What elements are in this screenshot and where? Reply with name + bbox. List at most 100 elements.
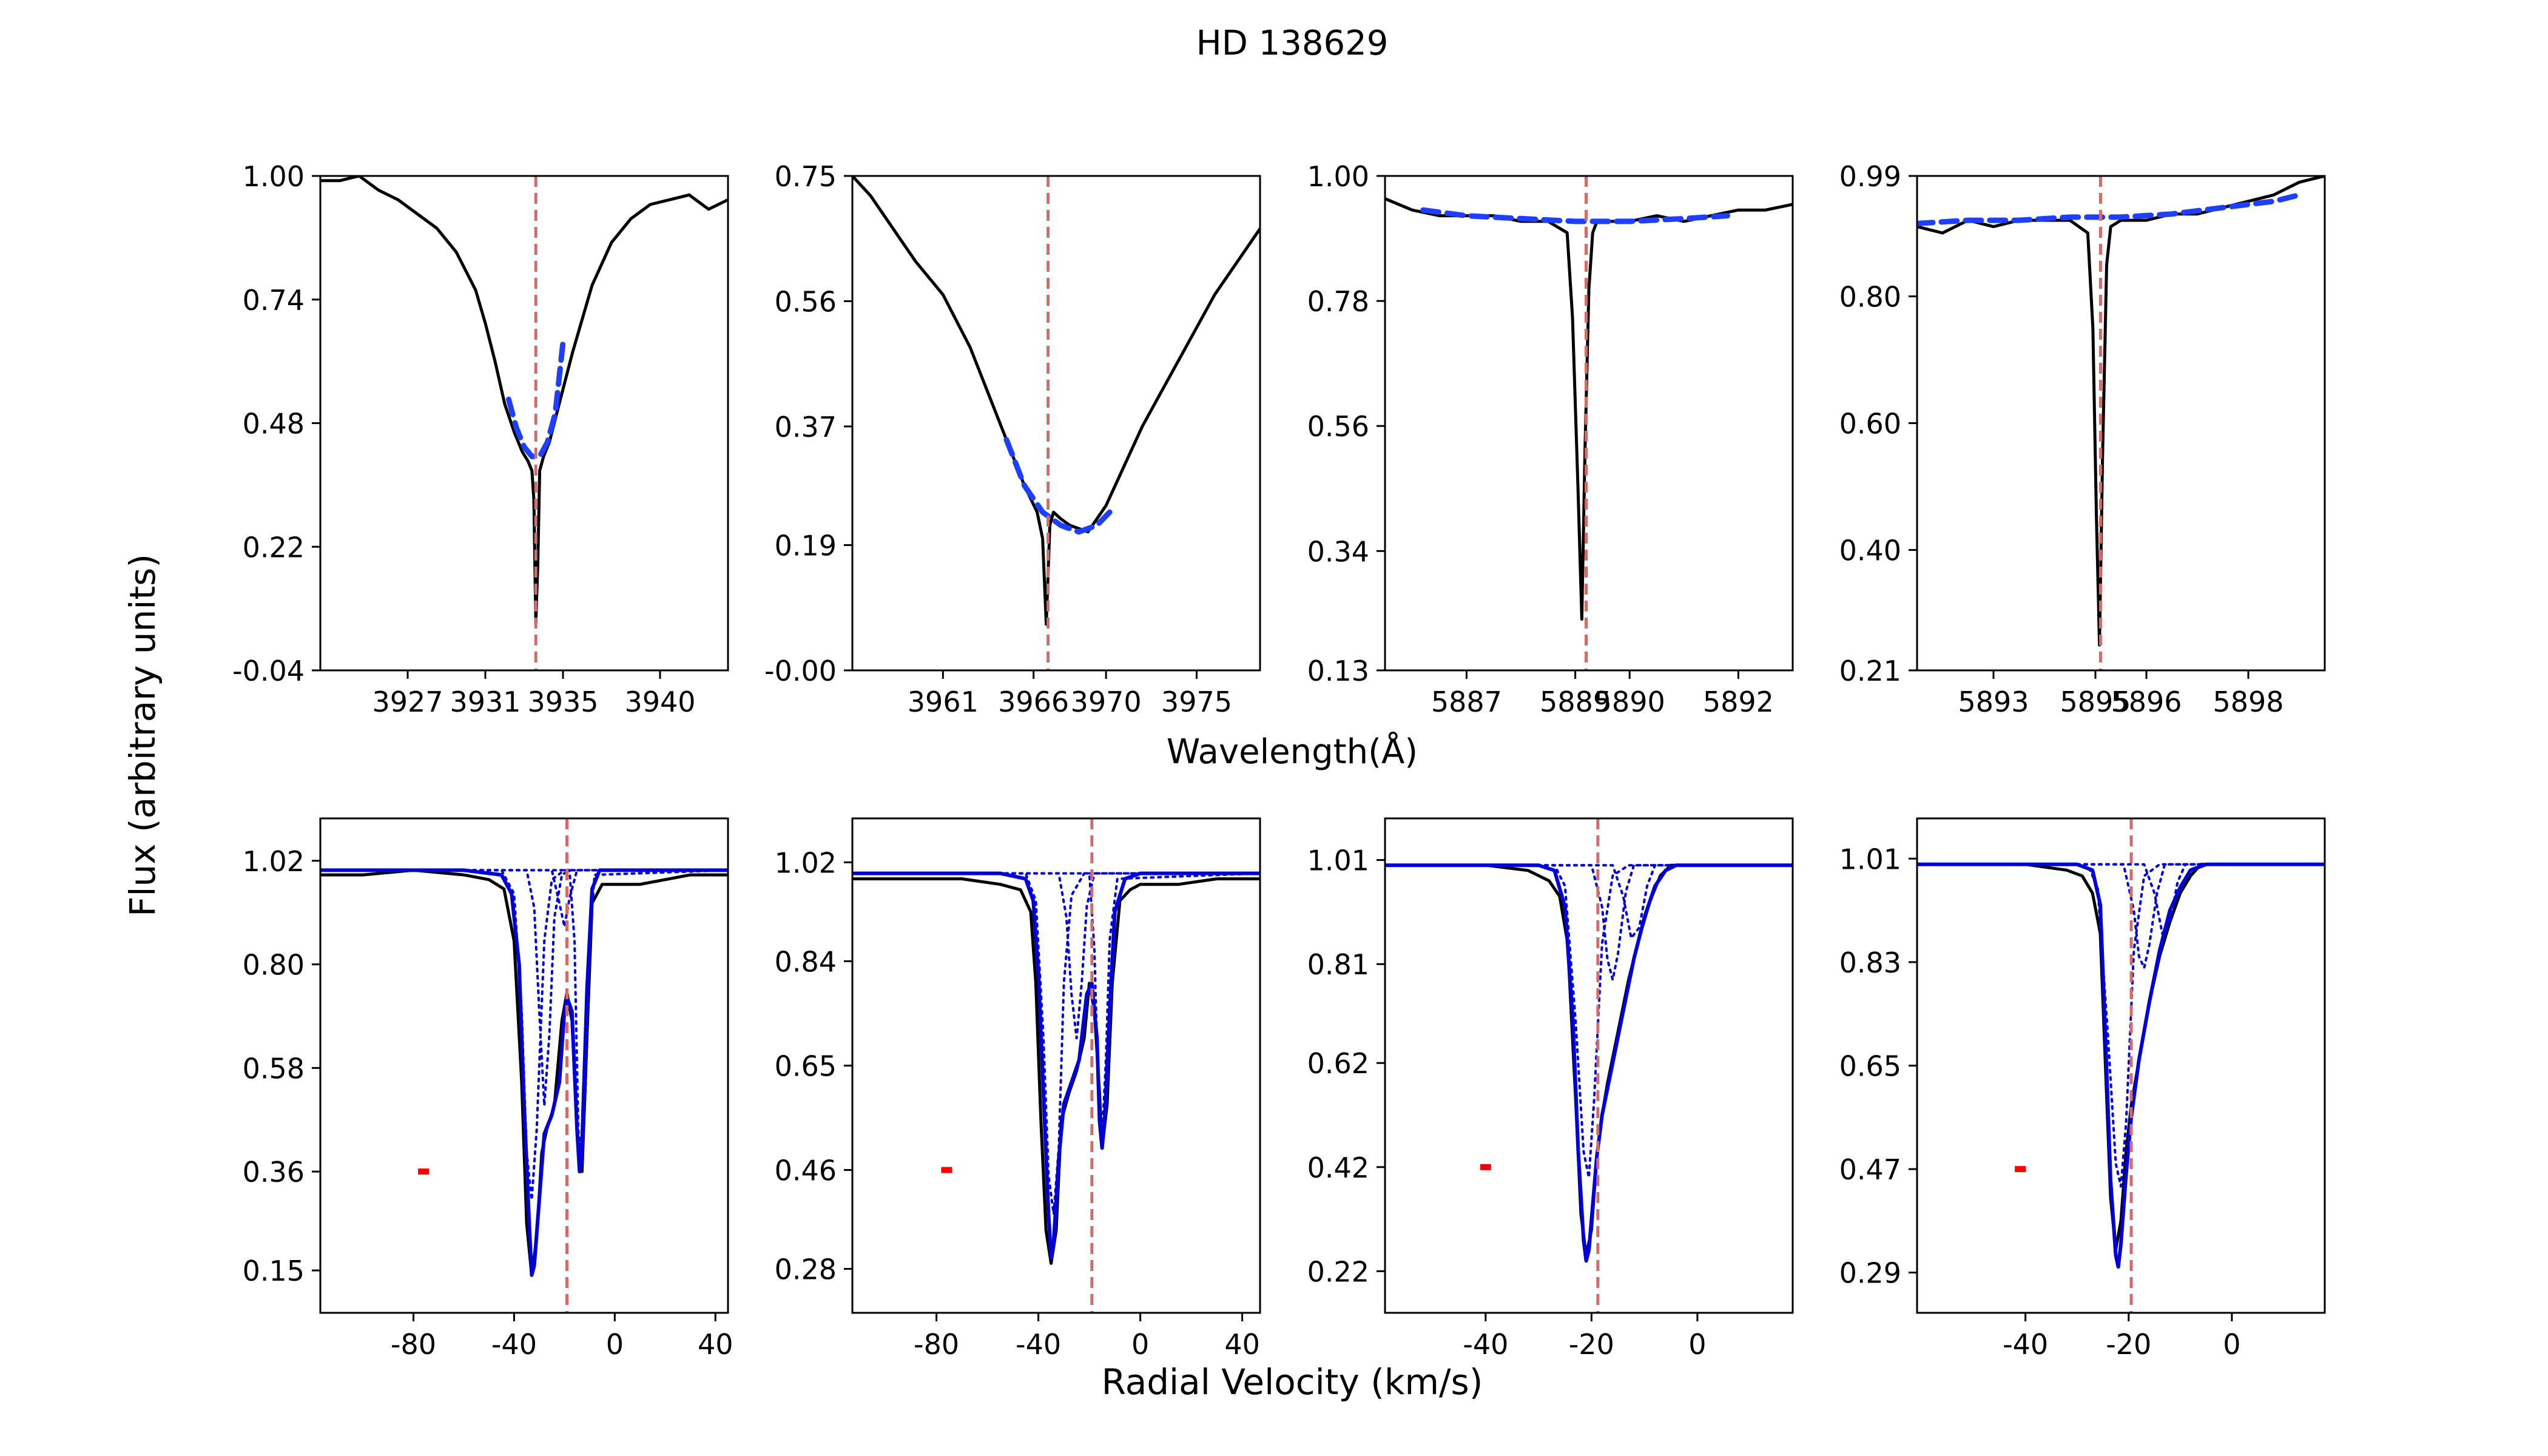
x-tick-label: 3935 bbox=[527, 686, 598, 718]
plot-area bbox=[320, 176, 728, 670]
bottom-xlabel: Radial Velocity (km/s) bbox=[1102, 1361, 1483, 1403]
y-tick-label: 0.22 bbox=[1307, 1255, 1369, 1288]
series-model bbox=[1385, 863, 1793, 1263]
y-tick-label: 0.56 bbox=[1307, 410, 1369, 443]
y-tick-label: 0.13 bbox=[1307, 655, 1369, 687]
y-tick-label: 1.00 bbox=[243, 160, 305, 193]
x-tick-label: 5896 bbox=[2111, 686, 2182, 718]
series-component-2 bbox=[852, 872, 1260, 1040]
x-tick-label: 5890 bbox=[1594, 686, 1665, 718]
y-tick-label: 1.02 bbox=[243, 845, 305, 878]
x-tick-label: 5895 bbox=[2060, 686, 2131, 718]
x-tick-label: 5898 bbox=[2213, 686, 2283, 718]
y-tick-label: 0.36 bbox=[243, 1156, 305, 1188]
y-tick-label: 0.22 bbox=[243, 531, 305, 564]
axes-frame bbox=[851, 175, 1261, 672]
series-observed bbox=[1385, 863, 1793, 1258]
x-tick-label: 3927 bbox=[372, 686, 443, 718]
y-tick-label: 0.34 bbox=[1307, 535, 1369, 568]
y-tick-label: 0.29 bbox=[1839, 1257, 1901, 1290]
series-component-1 bbox=[320, 869, 728, 1201]
series-continuum-fit bbox=[1917, 192, 2302, 226]
plot-area bbox=[1917, 176, 2325, 670]
red-marker bbox=[418, 1168, 430, 1175]
series-component-2 bbox=[1385, 864, 1793, 981]
y-tick-label: 0.46 bbox=[775, 1154, 837, 1187]
plot-area bbox=[852, 818, 1260, 1313]
plot-area bbox=[1385, 176, 1793, 670]
y-tick-label: 0.75 bbox=[775, 160, 837, 193]
axes-frame bbox=[1916, 175, 2326, 672]
series-component-1 bbox=[1385, 864, 1793, 1179]
x-tick-label: 5893 bbox=[1958, 686, 2029, 718]
y-tick-label: -0.04 bbox=[232, 655, 305, 687]
figure-ylabel: Flux (arbitrary units) bbox=[122, 554, 163, 917]
panel-bottom-2: 0.28 0.46 0.65 0.84 1.02 -80 -40 0 40 bbox=[775, 817, 1261, 1361]
figure-title: HD 138629 bbox=[1196, 24, 1389, 63]
x-tick-label: 3931 bbox=[450, 686, 521, 718]
x-tick-label: 0 bbox=[606, 1328, 624, 1361]
y-tick-label: 0.28 bbox=[775, 1253, 837, 1286]
x-tick-label: 0 bbox=[1688, 1328, 1706, 1361]
axes-frame bbox=[1384, 175, 1794, 672]
x-tick-label: 0 bbox=[2223, 1328, 2240, 1361]
y-tick-label: 0.47 bbox=[1839, 1153, 1901, 1186]
panel-top-2: -0.00 0.19 0.37 0.56 0.75 3961 3966 3970 3975 bbox=[764, 160, 1261, 718]
series-model bbox=[320, 868, 728, 1277]
series-observed bbox=[1917, 176, 2325, 647]
x-tick-label: -40 bbox=[1016, 1328, 1061, 1361]
x-tick-label: 3975 bbox=[1161, 686, 1232, 718]
x-tick-label: -40 bbox=[491, 1328, 537, 1361]
series-component-3 bbox=[852, 872, 1260, 1139]
y-tick-label: 0.83 bbox=[1839, 946, 1901, 979]
y-tick-label: 0.42 bbox=[1307, 1151, 1369, 1184]
series-component-3 bbox=[1917, 863, 2325, 935]
axes-frame bbox=[319, 175, 729, 672]
axes-frame bbox=[1384, 817, 1794, 1314]
x-tick-label: -40 bbox=[1463, 1328, 1508, 1361]
plot-area bbox=[852, 176, 1260, 670]
y-tick-label: 0.65 bbox=[775, 1050, 837, 1083]
y-tick-label: 0.74 bbox=[243, 284, 305, 317]
y-tick-label: 0.80 bbox=[243, 949, 305, 982]
series-component-2 bbox=[1917, 863, 2325, 969]
y-tick-label: 0.40 bbox=[1839, 534, 1901, 567]
series-continuum-fit bbox=[1420, 207, 1730, 224]
x-tick-label: 3961 bbox=[908, 686, 979, 718]
x-tick-label: 0 bbox=[1131, 1328, 1149, 1361]
y-tick-label: 0.15 bbox=[243, 1255, 305, 1287]
red-marker bbox=[941, 1167, 952, 1173]
series-component-1 bbox=[1917, 863, 2325, 1188]
y-tick-label: -0.00 bbox=[764, 655, 837, 687]
x-tick-label: -40 bbox=[2003, 1328, 2048, 1361]
y-tick-label: 0.58 bbox=[243, 1052, 305, 1085]
x-tick-label: 3966 bbox=[998, 686, 1069, 718]
series-component-1 bbox=[852, 872, 1260, 1215]
y-tick-label: 0.21 bbox=[1839, 655, 1901, 687]
y-tick-label: 0.48 bbox=[243, 408, 305, 440]
series-component-3 bbox=[1385, 864, 1793, 940]
x-tick-label: -20 bbox=[1569, 1328, 1614, 1361]
series-observed bbox=[1917, 863, 2325, 1252]
panel-bottom-4: 0.29 0.47 0.65 0.83 1.01 -40 -20 0 bbox=[1839, 817, 2326, 1361]
series-continuum-fit bbox=[1003, 437, 1113, 535]
y-tick-label: 0.60 bbox=[1839, 408, 1901, 440]
panel-top-1: -0.04 0.22 0.48 0.74 1.00 3927 3931 3935 3940 bbox=[232, 160, 729, 718]
x-tick-label: 40 bbox=[1224, 1328, 1260, 1361]
y-tick-label: 0.62 bbox=[1307, 1047, 1369, 1080]
plot-area bbox=[1385, 818, 1793, 1313]
x-tick-label: -80 bbox=[914, 1328, 959, 1361]
y-tick-label: 0.37 bbox=[775, 411, 837, 443]
plot-area bbox=[320, 818, 728, 1313]
series-observed bbox=[1385, 197, 1793, 621]
x-tick-label: 5889 bbox=[1540, 686, 1611, 718]
x-tick-label: 5892 bbox=[1703, 686, 1774, 718]
x-tick-label: -20 bbox=[2106, 1328, 2151, 1361]
x-tick-label: 40 bbox=[698, 1328, 733, 1361]
y-tick-label: 0.56 bbox=[775, 285, 837, 318]
x-tick-label: 3940 bbox=[624, 686, 695, 718]
